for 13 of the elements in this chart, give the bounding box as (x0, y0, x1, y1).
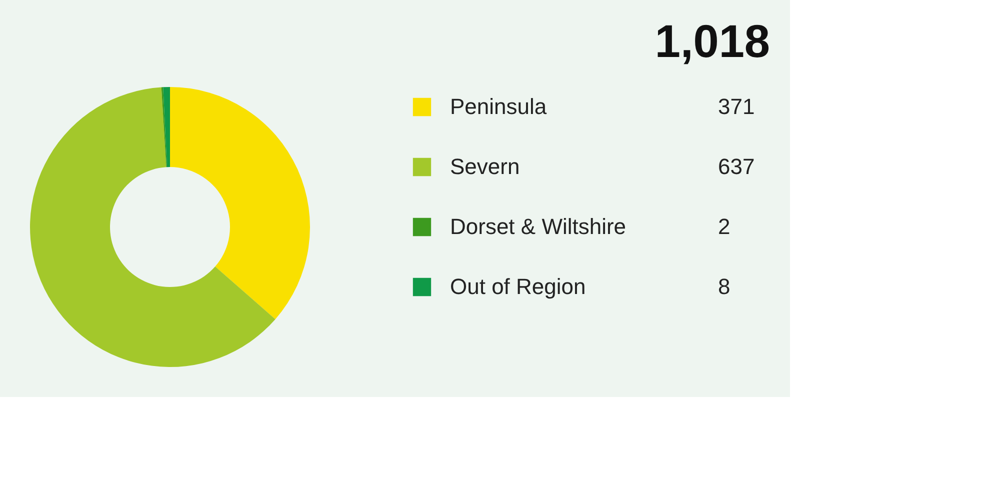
donut-slice (170, 87, 310, 320)
legend-label: Severn (450, 154, 520, 179)
data-label: 8 (718, 274, 730, 299)
donut-slice (163, 87, 170, 168)
donut-slice (30, 87, 276, 367)
legend-label: Peninsula (450, 94, 548, 119)
data-label: 2 (718, 214, 730, 239)
data-label: 371 (718, 94, 755, 119)
legend-label: Out of Region (450, 274, 586, 299)
donut-slice (161, 87, 168, 168)
chart-title: 1,018 (654, 15, 770, 67)
data-label: 637 (718, 154, 755, 179)
legend-label: Dorset & Wiltshire (450, 214, 626, 239)
